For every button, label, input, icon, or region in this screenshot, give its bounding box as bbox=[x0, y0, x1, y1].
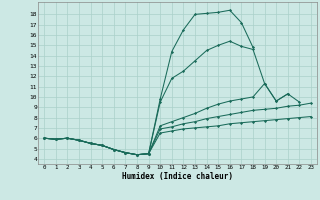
X-axis label: Humidex (Indice chaleur): Humidex (Indice chaleur) bbox=[122, 172, 233, 181]
